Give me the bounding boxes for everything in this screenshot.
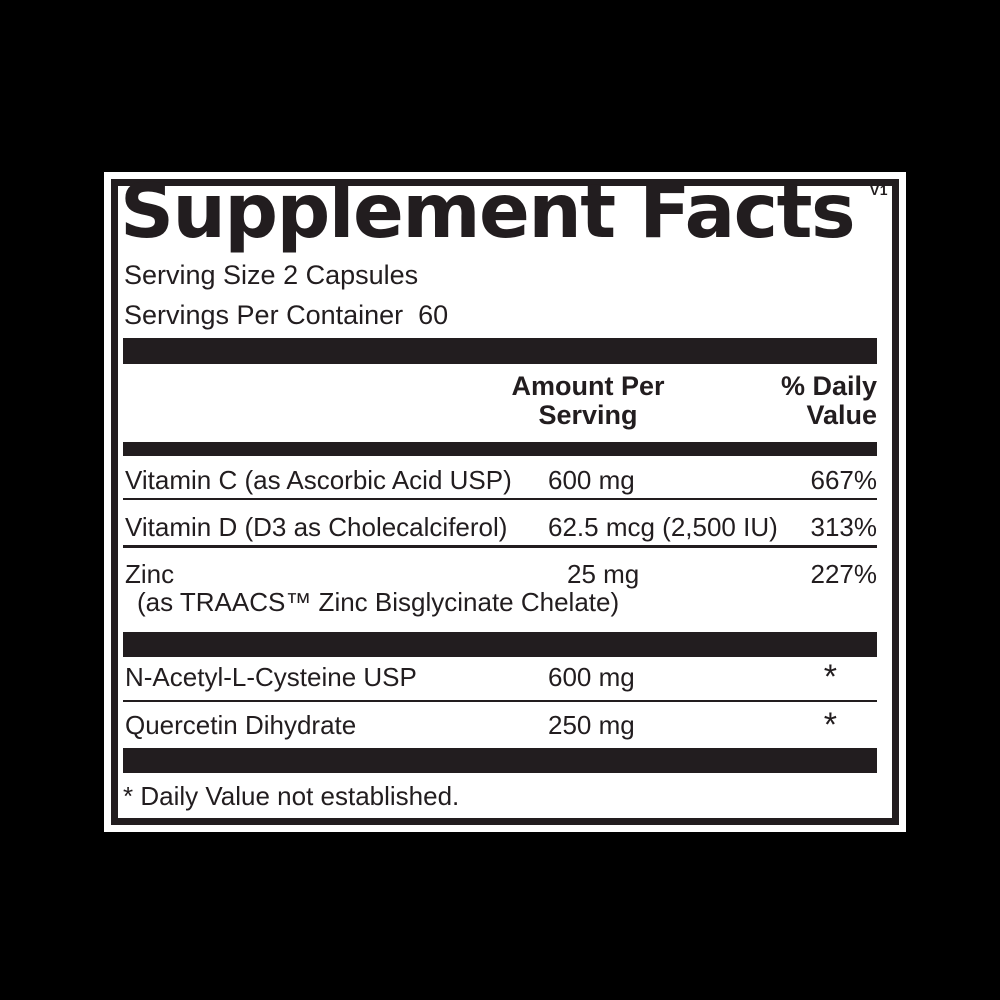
column-header-dv-line1: % Daily — [780, 371, 877, 401]
ingredient-daily-value: 227% — [810, 559, 878, 589]
ingredient-daily-value-asterisk: * — [823, 706, 837, 744]
column-header-amount: Amount Per Serving — [473, 372, 703, 430]
ingredient-daily-value-asterisk: * — [823, 658, 837, 696]
column-header-amount-line1: Amount Per — [511, 371, 665, 401]
ingredient-name: N-Acetyl-L-Cysteine USP — [125, 662, 417, 692]
ingredient-name: Vitamin C (as Ascorbic Acid USP) — [125, 465, 512, 495]
column-header-dv-line2: Value — [806, 400, 877, 430]
divider-bar-bottom — [123, 748, 877, 773]
divider-bar-top — [123, 338, 877, 364]
ingredient-amount: 600 mg — [548, 465, 635, 495]
divider-bar-header — [123, 442, 877, 456]
column-header-daily-value: % Daily Value — [677, 372, 877, 430]
ingredient-name: Vitamin D (D3 as Cholecalciferol) — [125, 512, 508, 542]
table-row-nac: N-Acetyl-L-Cysteine USP 600 mg * — [123, 659, 877, 695]
ingredient-name: Quercetin Dihydrate — [125, 710, 357, 740]
table-row-zinc: Zinc 25 mg 227% — [123, 556, 877, 592]
daily-value-footnote: * Daily Value not established. — [123, 781, 460, 811]
table-row-zinc-subtext: (as TRAACS™ Zinc Bisglycinate Chelate) — [137, 587, 620, 617]
table-row-vitamin-d: Vitamin D (D3 as Cholecalciferol) 62.5 m… — [123, 509, 877, 545]
ingredient-amount: 62.5 mcg (2,500 IU) — [548, 512, 778, 542]
ingredient-daily-value: 313% — [810, 512, 878, 542]
servings-per-container-line: Servings Per Container 60 — [124, 300, 449, 330]
row-separator — [123, 700, 877, 702]
ingredient-amount: 600 mg — [548, 662, 635, 692]
row-separator — [123, 498, 877, 500]
ingredient-name: Zinc — [125, 559, 175, 589]
ingredient-amount: 25 mg — [567, 559, 640, 589]
version-label: V1 — [869, 182, 888, 198]
ingredient-daily-value: 667% — [810, 465, 878, 495]
supplement-facts-panel: Supplement Facts V1 Serving Size 2 Capsu… — [104, 172, 906, 832]
panel-border: Supplement Facts V1 Serving Size 2 Capsu… — [111, 174, 899, 825]
column-header-amount-line2: Serving — [538, 400, 638, 430]
panel-title: Supplement Facts — [120, 167, 856, 255]
serving-size-line: Serving Size 2 Capsules — [124, 260, 419, 290]
table-row-quercetin: Quercetin Dihydrate 250 mg * — [123, 707, 877, 743]
table-row-vitamin-c: Vitamin C (as Ascorbic Acid USP) 600 mg … — [123, 462, 877, 498]
ingredient-amount: 250 mg — [548, 710, 635, 740]
row-separator-thick — [123, 545, 877, 548]
divider-bar-middle — [123, 632, 877, 657]
